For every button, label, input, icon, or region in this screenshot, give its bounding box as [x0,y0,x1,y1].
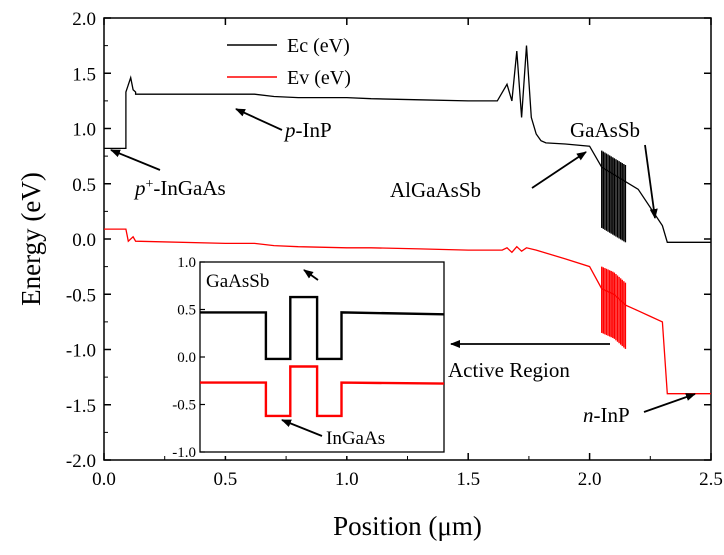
y-axis-title: Energy (eV) [16,172,46,306]
annotation-arrow-1 [235,108,283,131]
annotation-label-0: p+-InGaAs [133,176,226,200]
annotation-text: -InP [296,118,332,142]
annotation-text: -InGaAs [153,176,225,200]
y-tick-label: 1.0 [72,120,96,141]
annotation-text: -InP [594,403,630,427]
x-tick-label: 2.5 [699,469,723,490]
x-tick-label: 0.5 [214,469,238,490]
annotation-arrow-2 [531,151,587,189]
inset-arrow-0 [303,269,319,281]
annotation-label-5: n-InP [583,403,630,427]
annotation-text: Active Region [448,358,570,382]
annotation-arrow-5 [643,393,696,413]
y-tick-label: -2.0 [66,451,96,472]
inset-series-line-0 [200,295,445,361]
inset-y-tick-label: 1.0 [177,255,196,271]
series-line-0 [104,45,711,243]
annotation-arrow-0 [110,149,161,171]
y-tick-label: 2.0 [72,9,96,30]
y-tick-label: 0.5 [72,175,96,196]
y-tick-label: 1.5 [72,64,96,85]
x-tick-label: 1.5 [456,469,480,490]
annotation-sup: + [146,177,154,192]
annotation-label-3: GaAsSb [570,118,640,142]
inset-label-0: GaAsSb [206,271,269,292]
legend-label-0: Ec (eV) [287,35,350,57]
inset-y-tick-label: -1.0 [172,445,196,461]
y-tick-label: -1.0 [66,341,96,362]
legend-label-1: Ev (eV) [287,67,351,89]
x-axis-title: Position (μm) [333,511,482,541]
inset-label-1: InGaAs [326,428,385,449]
annotation-italic: p [283,118,296,142]
y-tick-label: -1.5 [66,396,96,417]
inset-arrow-1 [281,419,323,437]
annotation-label-2: AlGaAsSb [390,178,481,202]
inset-y-tick-label: 0.0 [177,350,196,366]
annotation-label-4: Active Region [448,358,570,382]
annotation-arrow-3 [644,144,658,219]
inset-background [170,260,448,456]
annotation-label-1: p-InP [283,118,332,142]
annotation-italic: p [133,176,146,200]
inset-y-tick-label: -0.5 [172,398,196,414]
y-tick-label: 0.0 [72,230,96,251]
inset-y-tick-label: 0.5 [177,303,196,319]
annotation-text: GaAsSb [570,118,640,142]
y-tick-label: -0.5 [66,285,96,306]
series-line-1 [104,228,711,395]
annotation-text: AlGaAsSb [390,178,481,202]
inset-series-line-1 [200,365,445,418]
x-tick-label: 0.0 [92,469,116,490]
x-tick-label: 1.0 [335,469,359,490]
x-tick-label: 2.0 [578,469,602,490]
annotation-italic: n [583,403,594,427]
